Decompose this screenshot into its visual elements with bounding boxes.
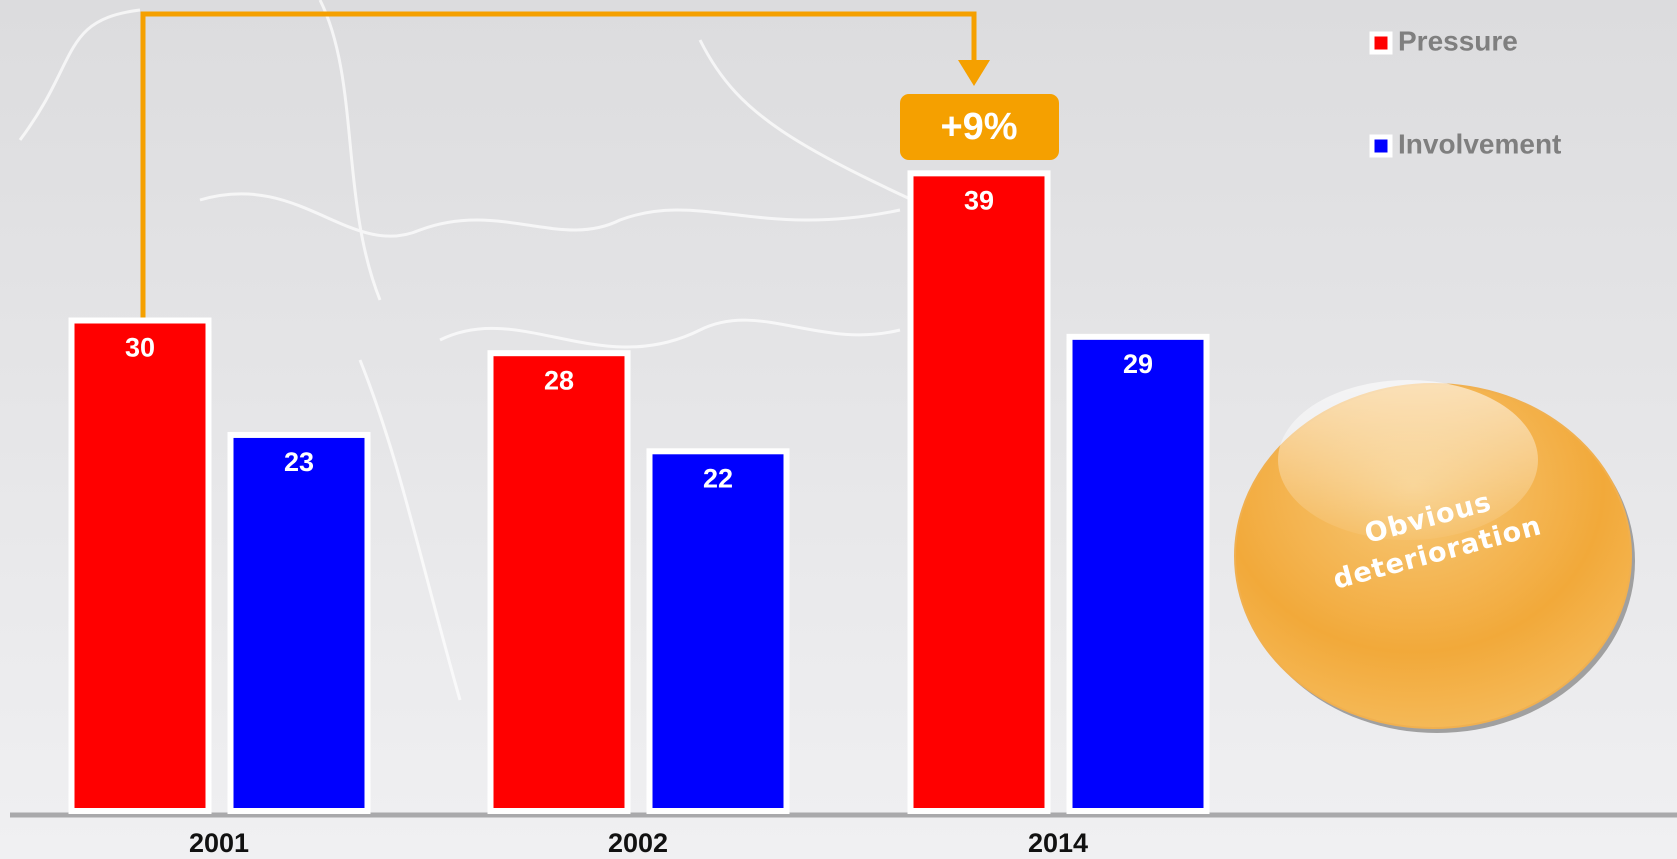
x-tick-label: 2001 (189, 828, 249, 858)
bar (487, 350, 631, 814)
bar (227, 431, 371, 814)
value-label: 39 (964, 185, 994, 215)
bar (646, 448, 790, 814)
value-label: 23 (284, 447, 314, 477)
legend-label: Pressure (1398, 25, 1518, 56)
value-label: 28 (544, 365, 574, 395)
annotation-box (900, 94, 1059, 160)
annotation: +9% (940, 106, 1017, 148)
bar (68, 317, 212, 814)
value-label: 22 (703, 463, 733, 493)
oval-highlight (1278, 380, 1538, 540)
x-tick-label: 2014 (1028, 828, 1088, 858)
legend-swatch (1369, 31, 1393, 55)
bar (907, 170, 1051, 815)
bar (1066, 333, 1210, 814)
legend-label: Involvement (1398, 128, 1561, 159)
value-label: 30 (125, 333, 155, 363)
value-label: 29 (1123, 349, 1153, 379)
x-tick-label: 2002 (608, 828, 668, 858)
map-outline (18, 0, 1001, 701)
legend-swatch (1369, 134, 1393, 158)
arrow-line (140, 11, 977, 318)
arrow-head (958, 60, 990, 86)
